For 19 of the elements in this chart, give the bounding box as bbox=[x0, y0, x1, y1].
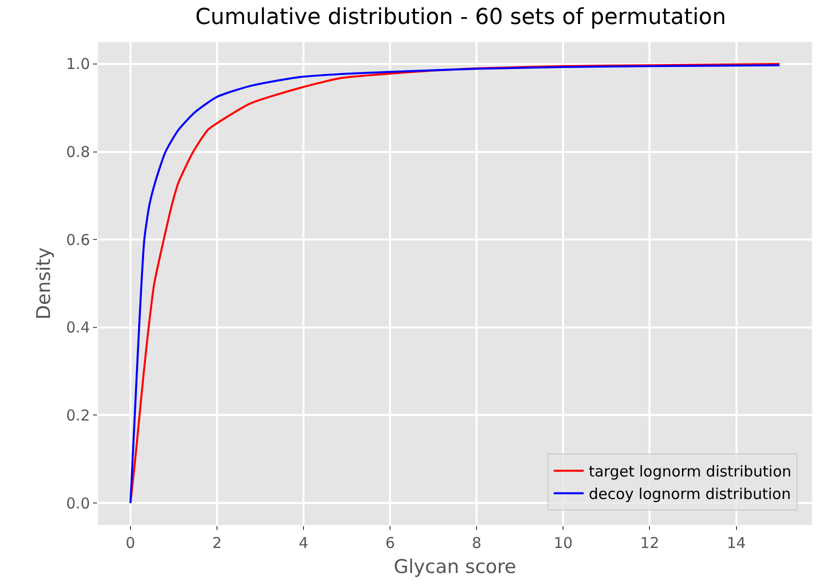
legend-label: target lognorm distribution bbox=[588, 462, 792, 481]
x-tick-label: 2 bbox=[212, 534, 222, 552]
x-tick-label: 10 bbox=[554, 534, 573, 552]
y-tick-label: 0.6 bbox=[66, 230, 90, 249]
y-tick-label: 0.8 bbox=[66, 143, 90, 162]
y-axis-title: Density bbox=[32, 247, 55, 320]
x-tick-label: 12 bbox=[640, 534, 660, 552]
y-tick-label: 0.0 bbox=[66, 494, 90, 512]
y-tick-label: 0.2 bbox=[66, 406, 90, 424]
x-tick-label: 4 bbox=[298, 534, 308, 552]
x-tick-label: 8 bbox=[472, 534, 482, 552]
x-tick-label: 6 bbox=[385, 534, 395, 552]
x-tick-label: 14 bbox=[726, 534, 746, 552]
legend-label: decoy lognorm distribution bbox=[588, 485, 791, 504]
chart-title: Cumulative distribution - 60 sets of permutation bbox=[195, 5, 726, 30]
x-tick-label: 0 bbox=[126, 534, 136, 552]
x-axis-title: Glycan score bbox=[394, 556, 516, 578]
y-tick-label: 0.4 bbox=[66, 318, 90, 337]
y-tick-label: 1.0 bbox=[66, 55, 90, 74]
